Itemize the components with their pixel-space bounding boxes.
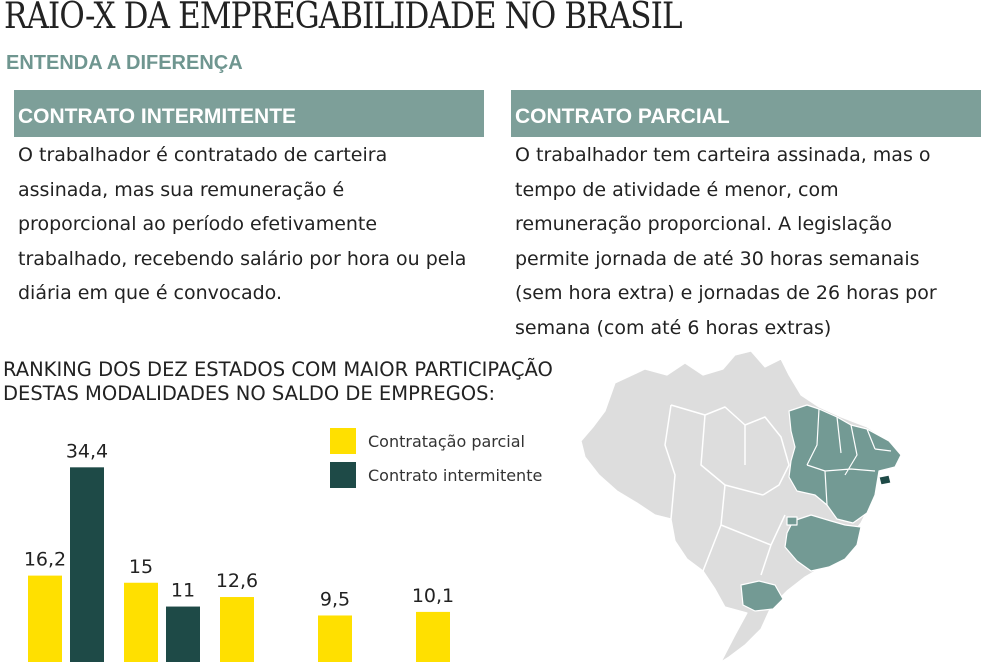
legend-label-intermitente: Contrato intermitente [368,465,543,485]
bar-label-parcial-3: 9,5 [320,588,350,610]
map-region-df [786,516,798,526]
ranking-heading: RANKING DOS DEZ ESTADOS COM MAIOR PARTIC… [3,358,583,406]
box-intermitente-heading: CONTRATO INTERMITENTE [14,90,484,137]
legend-label-parcial: Contratação parcial [368,431,525,451]
map-state-borders [664,404,790,576]
map-region-nordeste-borders [806,408,892,506]
bar-label-parcial-4: 10,1 [412,585,454,607]
bar-intermitente-0 [70,467,104,662]
legend-swatch-parcial [330,428,356,454]
map-region-pr [740,580,784,612]
page-subtitle: ENTENDA A DIFERENÇA [6,52,243,74]
box-parcial-line: remuneração proporcional. A legislação [515,213,893,235]
box-parcial-text: O trabalhador tem carteira assinada, mas… [511,138,981,345]
brazil-map [580,350,902,662]
box-parcial-line: O trabalhador tem carteira assinada, mas… [515,144,931,166]
box-intermitente-text: O trabalhador é contratado de carteira a… [14,138,484,311]
bar-label-parcial-2: 12,6 [216,570,258,592]
box-parcial-line: semana (com até 6 horas extras) [515,316,832,339]
box-parcial-line: permite jornada de até 30 horas semanais [515,247,920,270]
map-region-se [878,474,892,486]
box-contrato-parcial: CONTRATO PARCIAL O trabalhador tem carte… [511,90,981,345]
bar-parcial-3 [318,615,352,662]
box-parcial-line: tempo de atividade é menor, com [515,178,839,201]
legend-swatch-intermitente [330,462,356,488]
bar-label-parcial-1: 15 [129,556,153,578]
ranking-heading-line: RANKING DOS DEZ ESTADOS COM MAIOR PARTIC… [3,358,553,381]
legend-item-parcial: Contratação parcial [330,428,542,454]
box-intermitente-line: diária em que é convocado. [18,282,283,304]
box-contrato-intermitente: CONTRATO INTERMITENTE O trabalhador é co… [14,90,484,311]
bar-parcial-0 [28,575,62,662]
chart-legend: Contratação parcial Contrato intermitent… [330,428,542,488]
box-intermitente-line: assinada, mas sua remuneração é [18,178,345,201]
box-intermitente-line: O trabalhador é contratado de carteira [18,144,388,166]
box-parcial-heading: CONTRATO PARCIAL [511,90,981,137]
bar-label-intermitente-0: 34,4 [66,440,108,462]
bar-parcial-2 [220,597,254,662]
bar-chart: 16,2 15 12,6 9,5 10,1 34,4 11 [24,440,454,662]
bar-label-parcial-0: 16,2 [24,549,66,571]
bar-parcial-1 [124,582,158,662]
bar-label-intermitente-1: 11 [171,580,195,602]
ranking-heading-line: DESTAS MODALIDADES NO SALDO DE EMPREGOS: [3,382,496,405]
map-region-mg [784,514,862,572]
bar-parcial-4 [416,611,450,662]
bar-intermitente-1 [166,606,200,662]
box-intermitente-line: proporcional ao período efetivamente [18,213,378,235]
page-title: RAIO-X DA EMPREGABILIDADE NO BRASIL [4,0,683,37]
box-parcial-line: (sem hora extra) e jornadas de 26 horas … [515,282,937,304]
box-intermitente-line: trabalhado, recebendo salário por hora o… [18,247,467,270]
legend-item-intermitente: Contrato intermitente [330,462,542,488]
